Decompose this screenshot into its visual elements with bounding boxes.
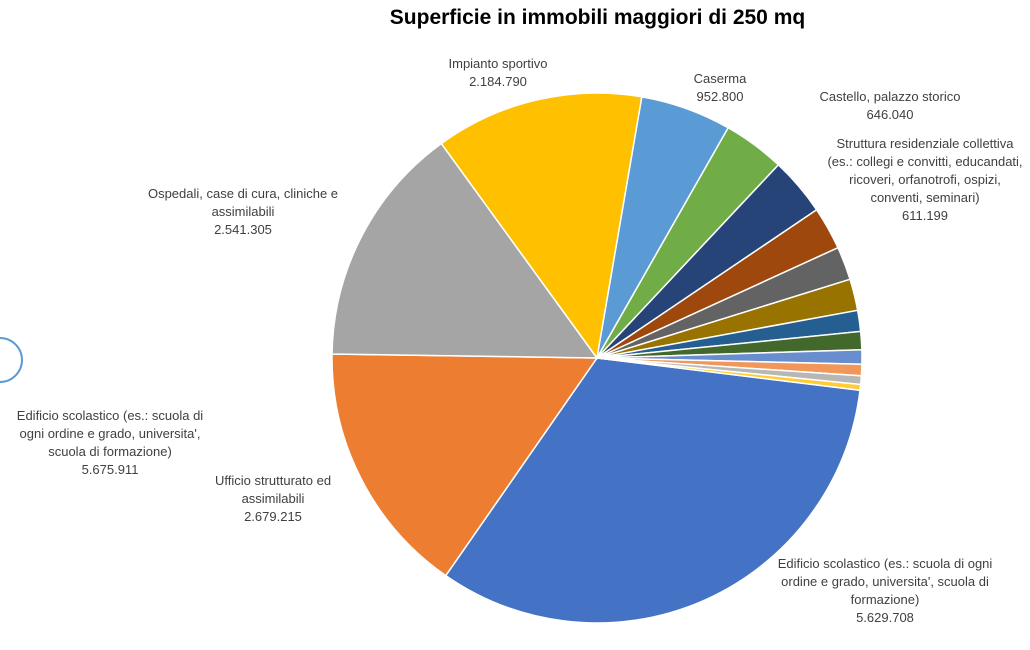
value-label: 2.679.215	[244, 509, 302, 524]
category-label: Ufficio strutturato ed assimilabili	[214, 473, 332, 506]
value-label: 952.800	[696, 89, 744, 104]
data-label: Edificio scolastico (es.: scuola di ogni…	[778, 555, 993, 627]
pie-slice	[331, 353, 599, 577]
category-label: Caserma	[693, 71, 747, 86]
value-label: 611.199	[901, 208, 949, 223]
data-label: Caserma 952.800	[675, 70, 765, 106]
pie-slice	[440, 92, 643, 360]
category-label: Struttura residenziale collettiva (es.: …	[827, 136, 1023, 205]
annotation-value: 5.675.911	[81, 462, 139, 477]
category-label: Edificio scolastico (es.: scuola di ogni…	[777, 556, 993, 607]
value-label: 5.629.708	[856, 610, 914, 625]
value-label: 646.040	[866, 107, 914, 122]
data-label: Ospedali, case di cura, cliniche e assim…	[128, 185, 358, 239]
pie-slice	[444, 357, 861, 624]
data-label: Ufficio strutturato ed assimilabili 2.679…	[198, 472, 348, 526]
value-label: 2.541.305	[214, 222, 272, 237]
value-label: 2.184.790	[469, 74, 527, 89]
data-label: Edificio scolastico (es.: scuola di ogni…	[5, 407, 215, 479]
data-label: Castello, palazzo storico 646.040	[805, 88, 975, 124]
chart-title: Superficie in immobili maggiori di 250 m…	[389, 6, 806, 29]
pie-slice	[331, 142, 599, 359]
decoration	[0, 337, 23, 383]
category-label: Castello, palazzo storico	[819, 89, 961, 104]
annotation-text: Edificio scolastico (es.: scuola di ogni…	[16, 408, 204, 459]
category-label: Impianto sportivo	[448, 56, 548, 71]
category-label: Ospedali, case di cura, cliniche e assim…	[147, 186, 339, 219]
pie-slice	[596, 357, 862, 392]
data-label: Struttura residenziale collettiva (es.: …	[823, 135, 1028, 225]
data-label: Impianto sportivo 2.184.790	[423, 55, 573, 91]
